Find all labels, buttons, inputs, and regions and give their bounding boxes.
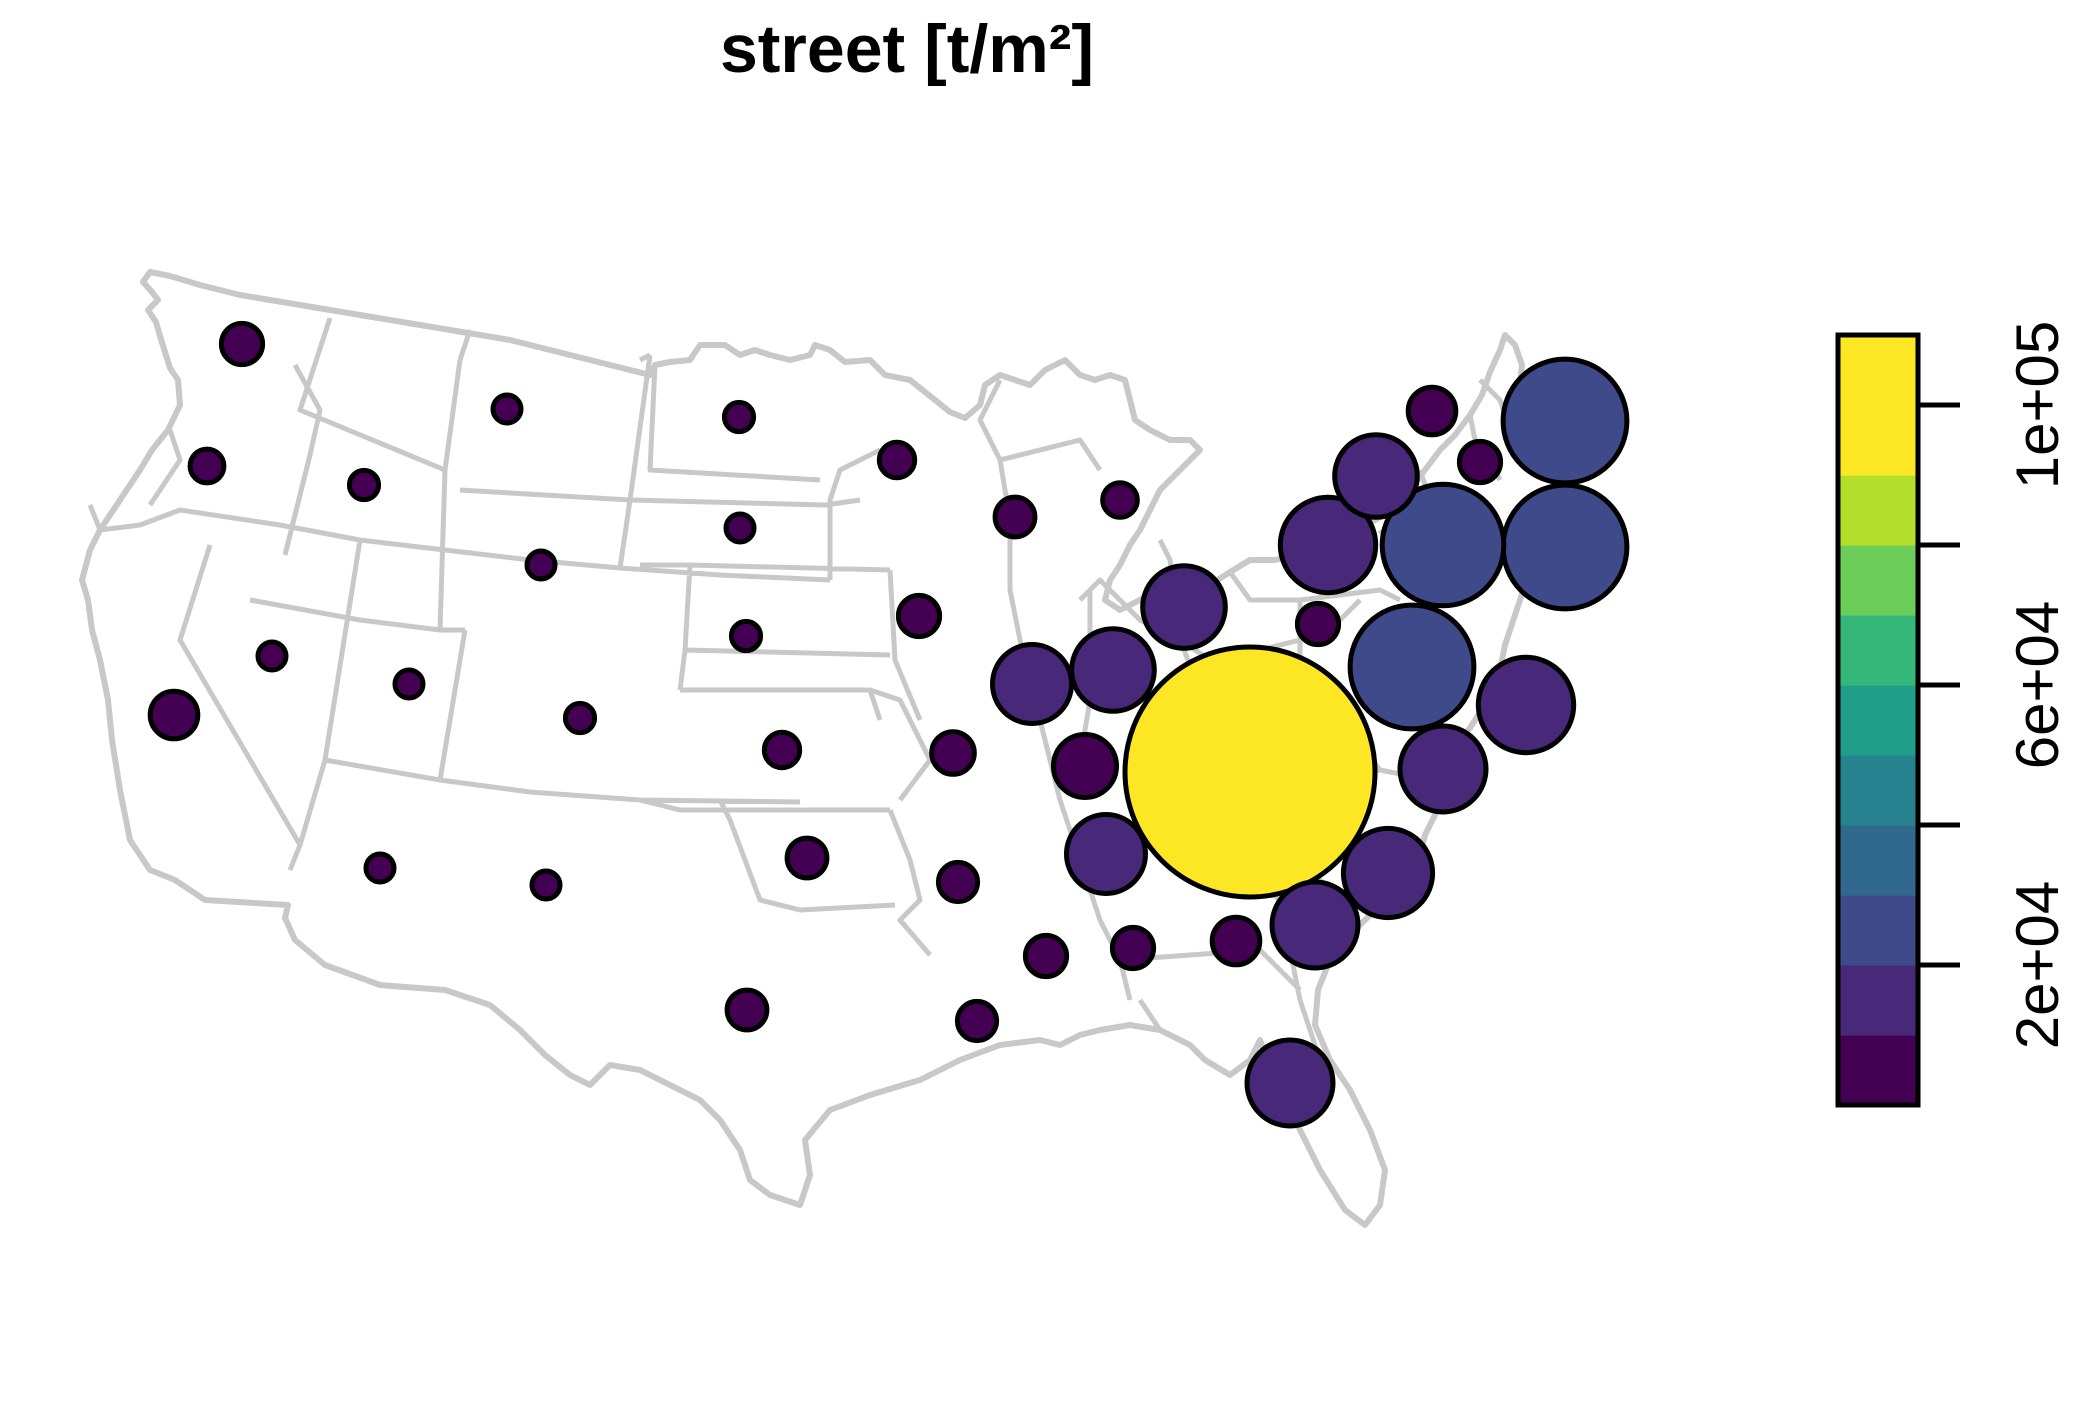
bubble-new-hampshire [1456,438,1504,486]
bubble-delaware [1475,654,1577,756]
legend-bin [1838,545,1918,616]
bubble-vermont [1332,432,1420,520]
legend-bin [1838,405,1918,476]
bubble-maine [1405,384,1459,438]
bubble-washington [218,320,266,368]
bubble-connecticut [1500,482,1630,612]
legend-ticks: 2e+04 6e+04 1e+05 [1918,321,2071,1050]
bubble-oregon [187,446,227,486]
bubble-michigan [1100,480,1140,520]
bubble-arkansas [935,859,981,905]
bubble-iowa [895,592,943,640]
bubble-wisconsin [992,494,1038,540]
legend-bin [1838,685,1918,756]
bubble-maryland [1347,602,1477,732]
bubble-illinois [990,642,1074,726]
bubble-wyoming [524,548,558,582]
legend-bin [1838,335,1918,406]
bubble-virginia [1397,723,1489,815]
bubble-minnesota [876,439,918,481]
bubble-nevada [255,639,289,673]
bubble-missouri [929,729,977,777]
legend-bin [1838,1035,1918,1106]
bubble-california [147,688,201,742]
legend-bin [1838,965,1918,1036]
bubble-alabama [1109,924,1157,972]
legend-bin [1838,825,1918,896]
bubble-south-dakota [723,511,757,545]
bubble-texas [724,987,770,1033]
bubble-kentucky [1051,732,1119,800]
bubble-west-virginia [1122,644,1378,900]
legend-bin [1838,755,1918,826]
color-legend: 2e+04 6e+04 1e+05 [1835,321,2071,1108]
bubble-north-dakota [721,399,757,435]
legend-tick-label: 6e+04 [2004,601,2071,770]
legend-bin [1838,895,1918,966]
bubble-new-york [1379,481,1507,609]
bubble-indiana [1069,626,1157,714]
bubble-kansas [761,729,803,771]
bubble-florida [1244,1037,1336,1129]
legend-bin [1838,475,1918,546]
bubble-new-mexico [529,868,563,902]
bubble-georgia [1209,914,1263,968]
bubble-arizona [363,851,397,885]
bubble-pennsylvania [1294,600,1342,648]
bubble-idaho [346,467,382,503]
bubble-nebraska [728,618,764,654]
bubble-mississippi [1022,932,1070,980]
legend-bin [1838,615,1918,686]
bubble-ohio [1140,563,1228,651]
bubble-colorado [562,700,598,736]
bubble-massachusetts [1500,356,1630,486]
bubble-new-jersey [1277,494,1379,596]
bubble-utah [392,667,426,701]
bubble-layer [147,320,1630,1129]
bubble-tennessee [1064,812,1148,896]
bubble-oklahoma [784,835,830,881]
bubble-montana [490,392,524,426]
map-title: street [t/m²] [720,11,1094,87]
bubble-louisiana [954,998,1000,1044]
legend-color-bins [1838,335,1918,1106]
legend-tick-label: 1e+05 [2004,321,2071,490]
bubble-north-carolina [1340,825,1436,921]
legend-tick-label: 2e+04 [2004,881,2071,1050]
bubble-south-carolina [1269,879,1361,971]
legend-frame [1835,332,1921,1108]
